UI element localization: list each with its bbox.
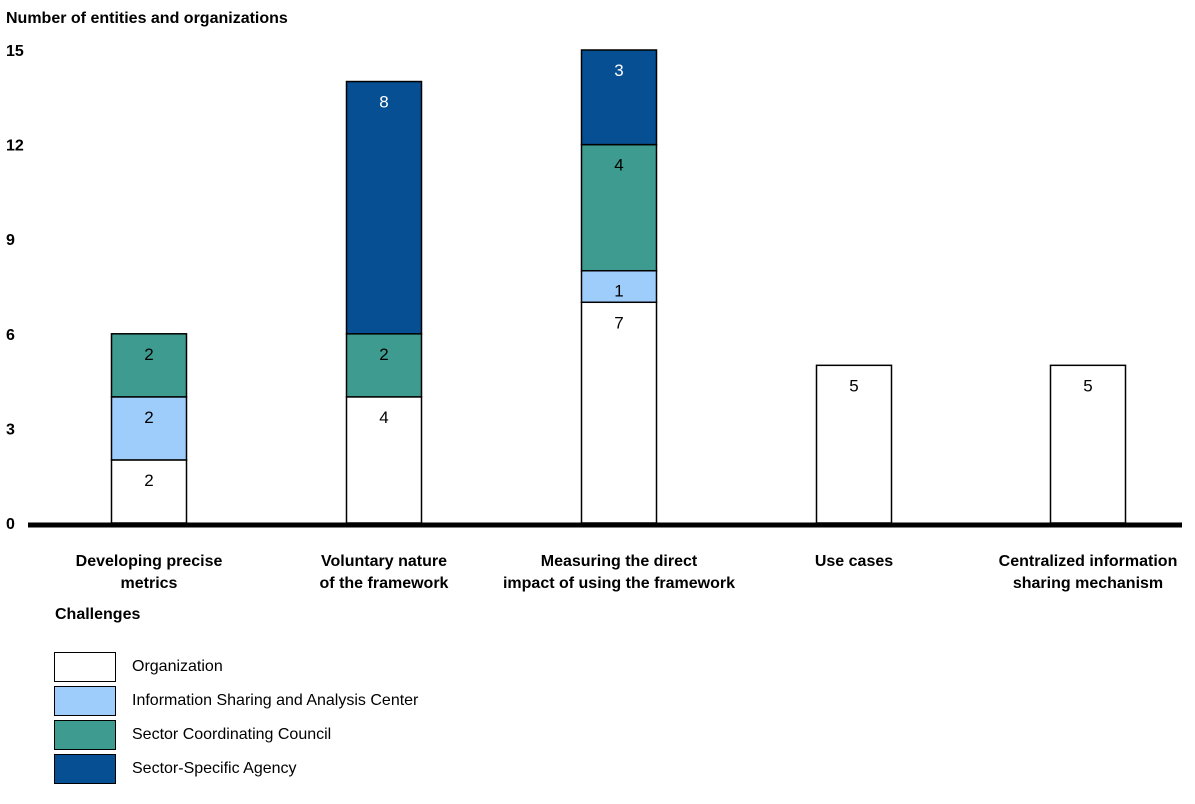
bar-segment	[580, 301, 658, 524]
legend-swatch	[54, 754, 116, 784]
x-axis-category-labels: Developing precise metrics Voluntary natur…	[76, 553, 1178, 592]
bar-value-label: 8	[379, 93, 388, 112]
y-axis-title: Number of entities and organizations	[6, 10, 288, 27]
bar-value-label: 7	[614, 313, 623, 332]
legend: Organization Information Sharing and Anal…	[54, 650, 418, 786]
x-tick-label: sharing mechanism	[1013, 575, 1163, 592]
legend-label: Organization	[132, 658, 223, 675]
bar-segment	[815, 364, 893, 524]
bar-value-label: 2	[144, 408, 153, 427]
x-tick-label: Use cases	[815, 553, 893, 570]
legend-swatch	[54, 686, 116, 716]
bar-segment	[1049, 364, 1127, 524]
bar-value-label: 4	[614, 156, 623, 175]
bar-value-label: 3	[614, 61, 623, 80]
bar-segment	[580, 143, 658, 272]
legend-item: Information Sharing and Analysis Center	[54, 684, 418, 718]
y-tick-label: 15	[6, 43, 24, 60]
x-tick-label: impact of using the framework	[503, 575, 735, 592]
bar-value-label: 2	[144, 345, 153, 364]
x-tick-label: Centralized information	[999, 553, 1178, 570]
bar-segment	[110, 459, 188, 524]
legend-item: Sector Coordinating Council	[54, 718, 418, 752]
x-tick-label: metrics	[121, 575, 178, 592]
bar-value-label: 1	[614, 282, 623, 301]
x-tick-label: Developing precise	[76, 553, 223, 570]
y-tick-label: 3	[6, 421, 15, 438]
bar-segment	[580, 269, 658, 304]
y-axis-ticks: 0 3 6 9 12 15	[6, 43, 24, 533]
x-tick-label: Measuring the direct	[541, 553, 698, 570]
y-tick-label: 9	[6, 232, 15, 249]
bar-segment	[345, 80, 423, 335]
bar-value-label: 2	[144, 471, 153, 490]
bars: 2 2 2 4 2 8 7 1 4 3 5 5	[110, 49, 1127, 524]
legend-swatch	[54, 720, 116, 750]
bar-segment	[110, 333, 188, 398]
bar-value-label: 5	[1083, 376, 1092, 395]
x-tick-label: of the framework	[320, 575, 449, 592]
x-tick-label: Voluntary nature	[321, 553, 447, 570]
x-axis-title: Challenges	[55, 606, 140, 623]
legend-label: Sector-Specific Agency	[132, 760, 297, 777]
bar-segment	[580, 49, 658, 146]
legend-label: Sector Coordinating Council	[132, 726, 332, 743]
bar-segment	[110, 396, 188, 461]
legend-swatch	[54, 652, 116, 682]
bar-value-label: 4	[379, 408, 388, 427]
legend-item: Organization	[54, 650, 418, 684]
legend-label: Information Sharing and Analysis Center	[132, 692, 419, 709]
bar-segment	[345, 333, 423, 398]
y-tick-label: 12	[6, 138, 24, 155]
bar-value-label: 2	[379, 345, 388, 364]
y-tick-label: 6	[6, 327, 15, 344]
bar-value-label: 5	[849, 376, 858, 395]
legend-item: Sector-Specific Agency	[54, 752, 418, 786]
y-tick-label: 0	[6, 516, 15, 533]
